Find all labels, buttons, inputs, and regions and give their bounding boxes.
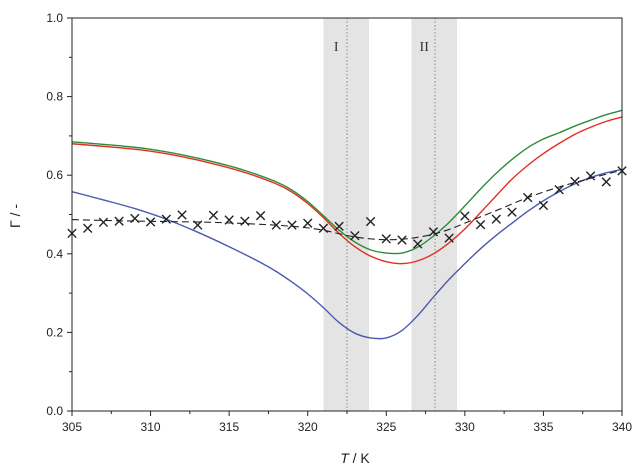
series-line-4 — [71, 169, 623, 241]
x-tick-label: 340 — [612, 420, 632, 434]
x-tick-label: 330 — [455, 420, 475, 434]
data-point — [130, 213, 140, 224]
series-line-2 — [71, 116, 623, 265]
y-tick-label: 0.2 — [46, 325, 63, 339]
data-point — [161, 214, 171, 224]
band-1-label: I — [334, 40, 339, 55]
data-point — [145, 217, 156, 227]
y-axis-label: Γ / - — [7, 204, 23, 228]
x-tick-label: 325 — [376, 420, 396, 434]
band-1 — [323, 18, 369, 411]
data-point — [255, 210, 266, 221]
data-point — [83, 223, 93, 233]
data-point — [193, 220, 203, 230]
y-tick-label: 0.0 — [46, 404, 63, 418]
data-point — [538, 200, 549, 211]
x-axis-label: T / K — [340, 450, 370, 466]
axis-labels: T / K Γ / - — [7, 204, 370, 466]
x-tick-label: 315 — [219, 420, 239, 434]
data-point — [303, 218, 313, 228]
series-line-1 — [71, 109, 623, 255]
data-point — [585, 171, 596, 181]
data-point — [523, 192, 533, 203]
data-point — [475, 220, 486, 230]
data-point — [460, 211, 470, 221]
y-tick-label: 0.4 — [46, 247, 63, 261]
data-point — [444, 233, 454, 243]
y-tick-label: 0.6 — [46, 168, 63, 182]
series-line-3 — [71, 168, 623, 340]
data-point — [397, 235, 407, 245]
data-point — [114, 216, 124, 226]
data-point — [507, 207, 517, 217]
data-point — [365, 216, 376, 227]
x-tick-label: 310 — [141, 420, 161, 434]
data-point — [381, 234, 391, 244]
data-point — [240, 216, 250, 226]
data-point — [491, 214, 501, 224]
data-point — [334, 221, 344, 231]
y-tick-label: 0.8 — [46, 90, 63, 104]
data-point — [208, 210, 219, 220]
data-point — [98, 217, 109, 228]
data-point — [554, 185, 564, 195]
band-2 — [411, 18, 457, 411]
series-lines — [71, 109, 623, 340]
x-tick-label: 335 — [533, 420, 553, 434]
shaded-bands: I II — [323, 18, 457, 411]
data-point — [350, 231, 360, 241]
data-point — [177, 210, 187, 220]
x-tick-label: 305 — [62, 420, 82, 434]
y-tick-label: 1.0 — [46, 11, 63, 25]
axes: 305 310 315 320 325 330 335 340 0.0 0.2 0.4 0.6 0.8 1… — [46, 11, 632, 434]
data-point — [413, 239, 423, 249]
data-point — [428, 227, 439, 237]
data-point — [601, 177, 611, 187]
data-point — [570, 176, 580, 187]
data-point — [287, 220, 297, 230]
data-point — [224, 215, 234, 225]
data-point — [318, 223, 329, 233]
band-2-label: II — [420, 40, 430, 55]
x-tick-label: 320 — [298, 420, 318, 434]
data-point — [271, 220, 281, 230]
